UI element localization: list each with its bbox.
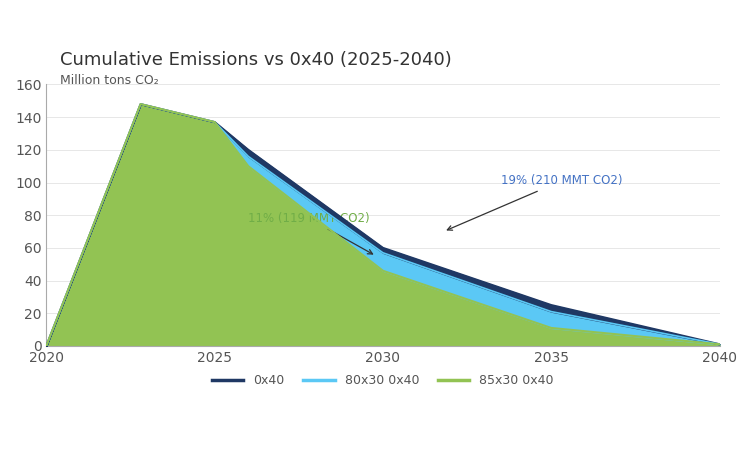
Text: 11% (119 MMT CO2): 11% (119 MMT CO2) bbox=[248, 212, 372, 254]
Text: Million tons CO₂: Million tons CO₂ bbox=[60, 74, 159, 87]
Text: Cumulative Emissions vs 0x40 (2025-2040): Cumulative Emissions vs 0x40 (2025-2040) bbox=[60, 50, 451, 69]
Text: 19% (210 MMT CO2): 19% (210 MMT CO2) bbox=[447, 175, 622, 230]
Legend: 0x40, 80x30 0x40, 85x30 0x40: 0x40, 80x30 0x40, 85x30 0x40 bbox=[208, 369, 559, 392]
